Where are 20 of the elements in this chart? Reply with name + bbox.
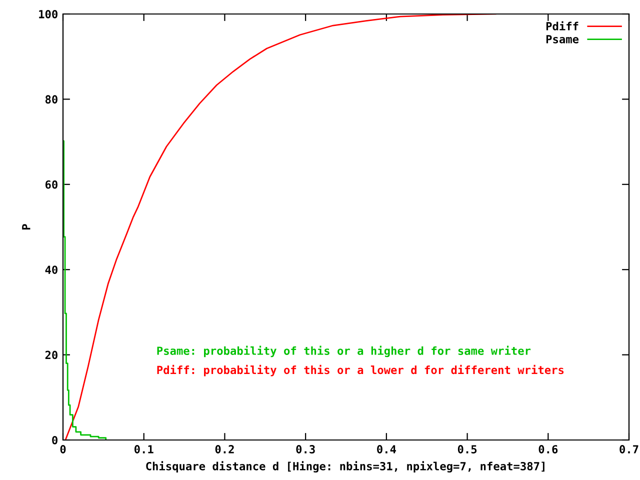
- x-tick-label: 0.1: [134, 445, 154, 454]
- y-axis-title: P: [22, 224, 30, 230]
- y-tick-label: 60: [45, 180, 58, 189]
- y-tick-label: 20: [45, 350, 58, 360]
- legend-label: Psame: [546, 35, 579, 44]
- x-axis-title: Chisquare distance d [Hinge: nbins=31, npixleg=7, nfeat=387]: [146, 461, 544, 473]
- x-tick-label: 0.4: [377, 445, 396, 454]
- x-tick-label: 0.5: [458, 445, 477, 454]
- annotation: Psame: probability of this or a higher d for same writer: [157, 346, 531, 358]
- x-tick-label: 0: [60, 445, 66, 454]
- y-tick-label: 80: [45, 95, 58, 104]
- y-tick-label: 100: [39, 10, 58, 18]
- legend-label: Pdiff: [546, 21, 578, 30]
- x-tick-label: 0.7: [620, 445, 638, 454]
- x-tick-label: 0.6: [538, 445, 558, 454]
- y-tick-label: 40: [45, 266, 58, 274]
- x-tick-label: 0.2: [215, 445, 234, 454]
- x-tick-label: 0.3: [296, 445, 315, 454]
- annotation: Pdiff: probability of this or a lower d for different writers: [157, 364, 564, 376]
- y-tick-label: 0: [52, 436, 58, 444]
